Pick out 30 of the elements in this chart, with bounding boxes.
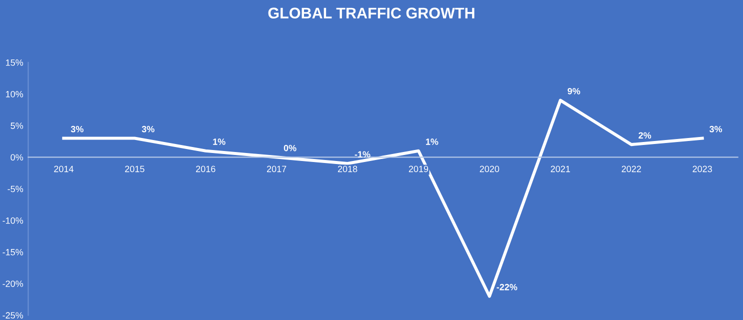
x-tick-label: 2018 [338, 166, 358, 172]
x-tick-label: 2014 [54, 166, 74, 172]
data-label: 9% [568, 88, 580, 94]
y-tick-label: -15% [2, 249, 24, 256]
data-label: 3% [142, 126, 154, 132]
data-label: 2% [638, 132, 652, 139]
y-tick-label: -20% [2, 280, 24, 287]
x-tick-label: 2021 [550, 166, 570, 172]
data-label: 1% [426, 138, 438, 145]
x-tick-label: 2020 [480, 166, 500, 172]
y-tick-label: -5% [8, 186, 24, 192]
y-tick-label: 10% [6, 90, 24, 98]
x-tick-label: 2022 [622, 166, 641, 172]
x-tick-label: 2023 [692, 166, 712, 172]
y-tick-label: -10% [2, 217, 24, 224]
y-tick-label: 5% [10, 122, 24, 129]
data-label: 1% [213, 138, 226, 145]
x-tick-label: 2015 [125, 166, 144, 172]
chart-title: GLOBAL TRAFFIC GROWTH [268, 8, 474, 18]
data-label: 3% [709, 126, 722, 132]
data-label: 3% [70, 126, 84, 132]
x-tick-label: 2016 [196, 166, 216, 172]
x-tick-label: 2017 [266, 166, 286, 172]
data-label: 0% [284, 144, 296, 152]
y-tick-label: 0% [10, 154, 24, 161]
x-tick-label: 2019 [408, 166, 428, 172]
y-tick-label: -25% [2, 312, 24, 319]
y-tick-label: 15% [6, 59, 24, 66]
data-label: -1% [354, 151, 370, 158]
data-label: -22% [496, 284, 518, 290]
